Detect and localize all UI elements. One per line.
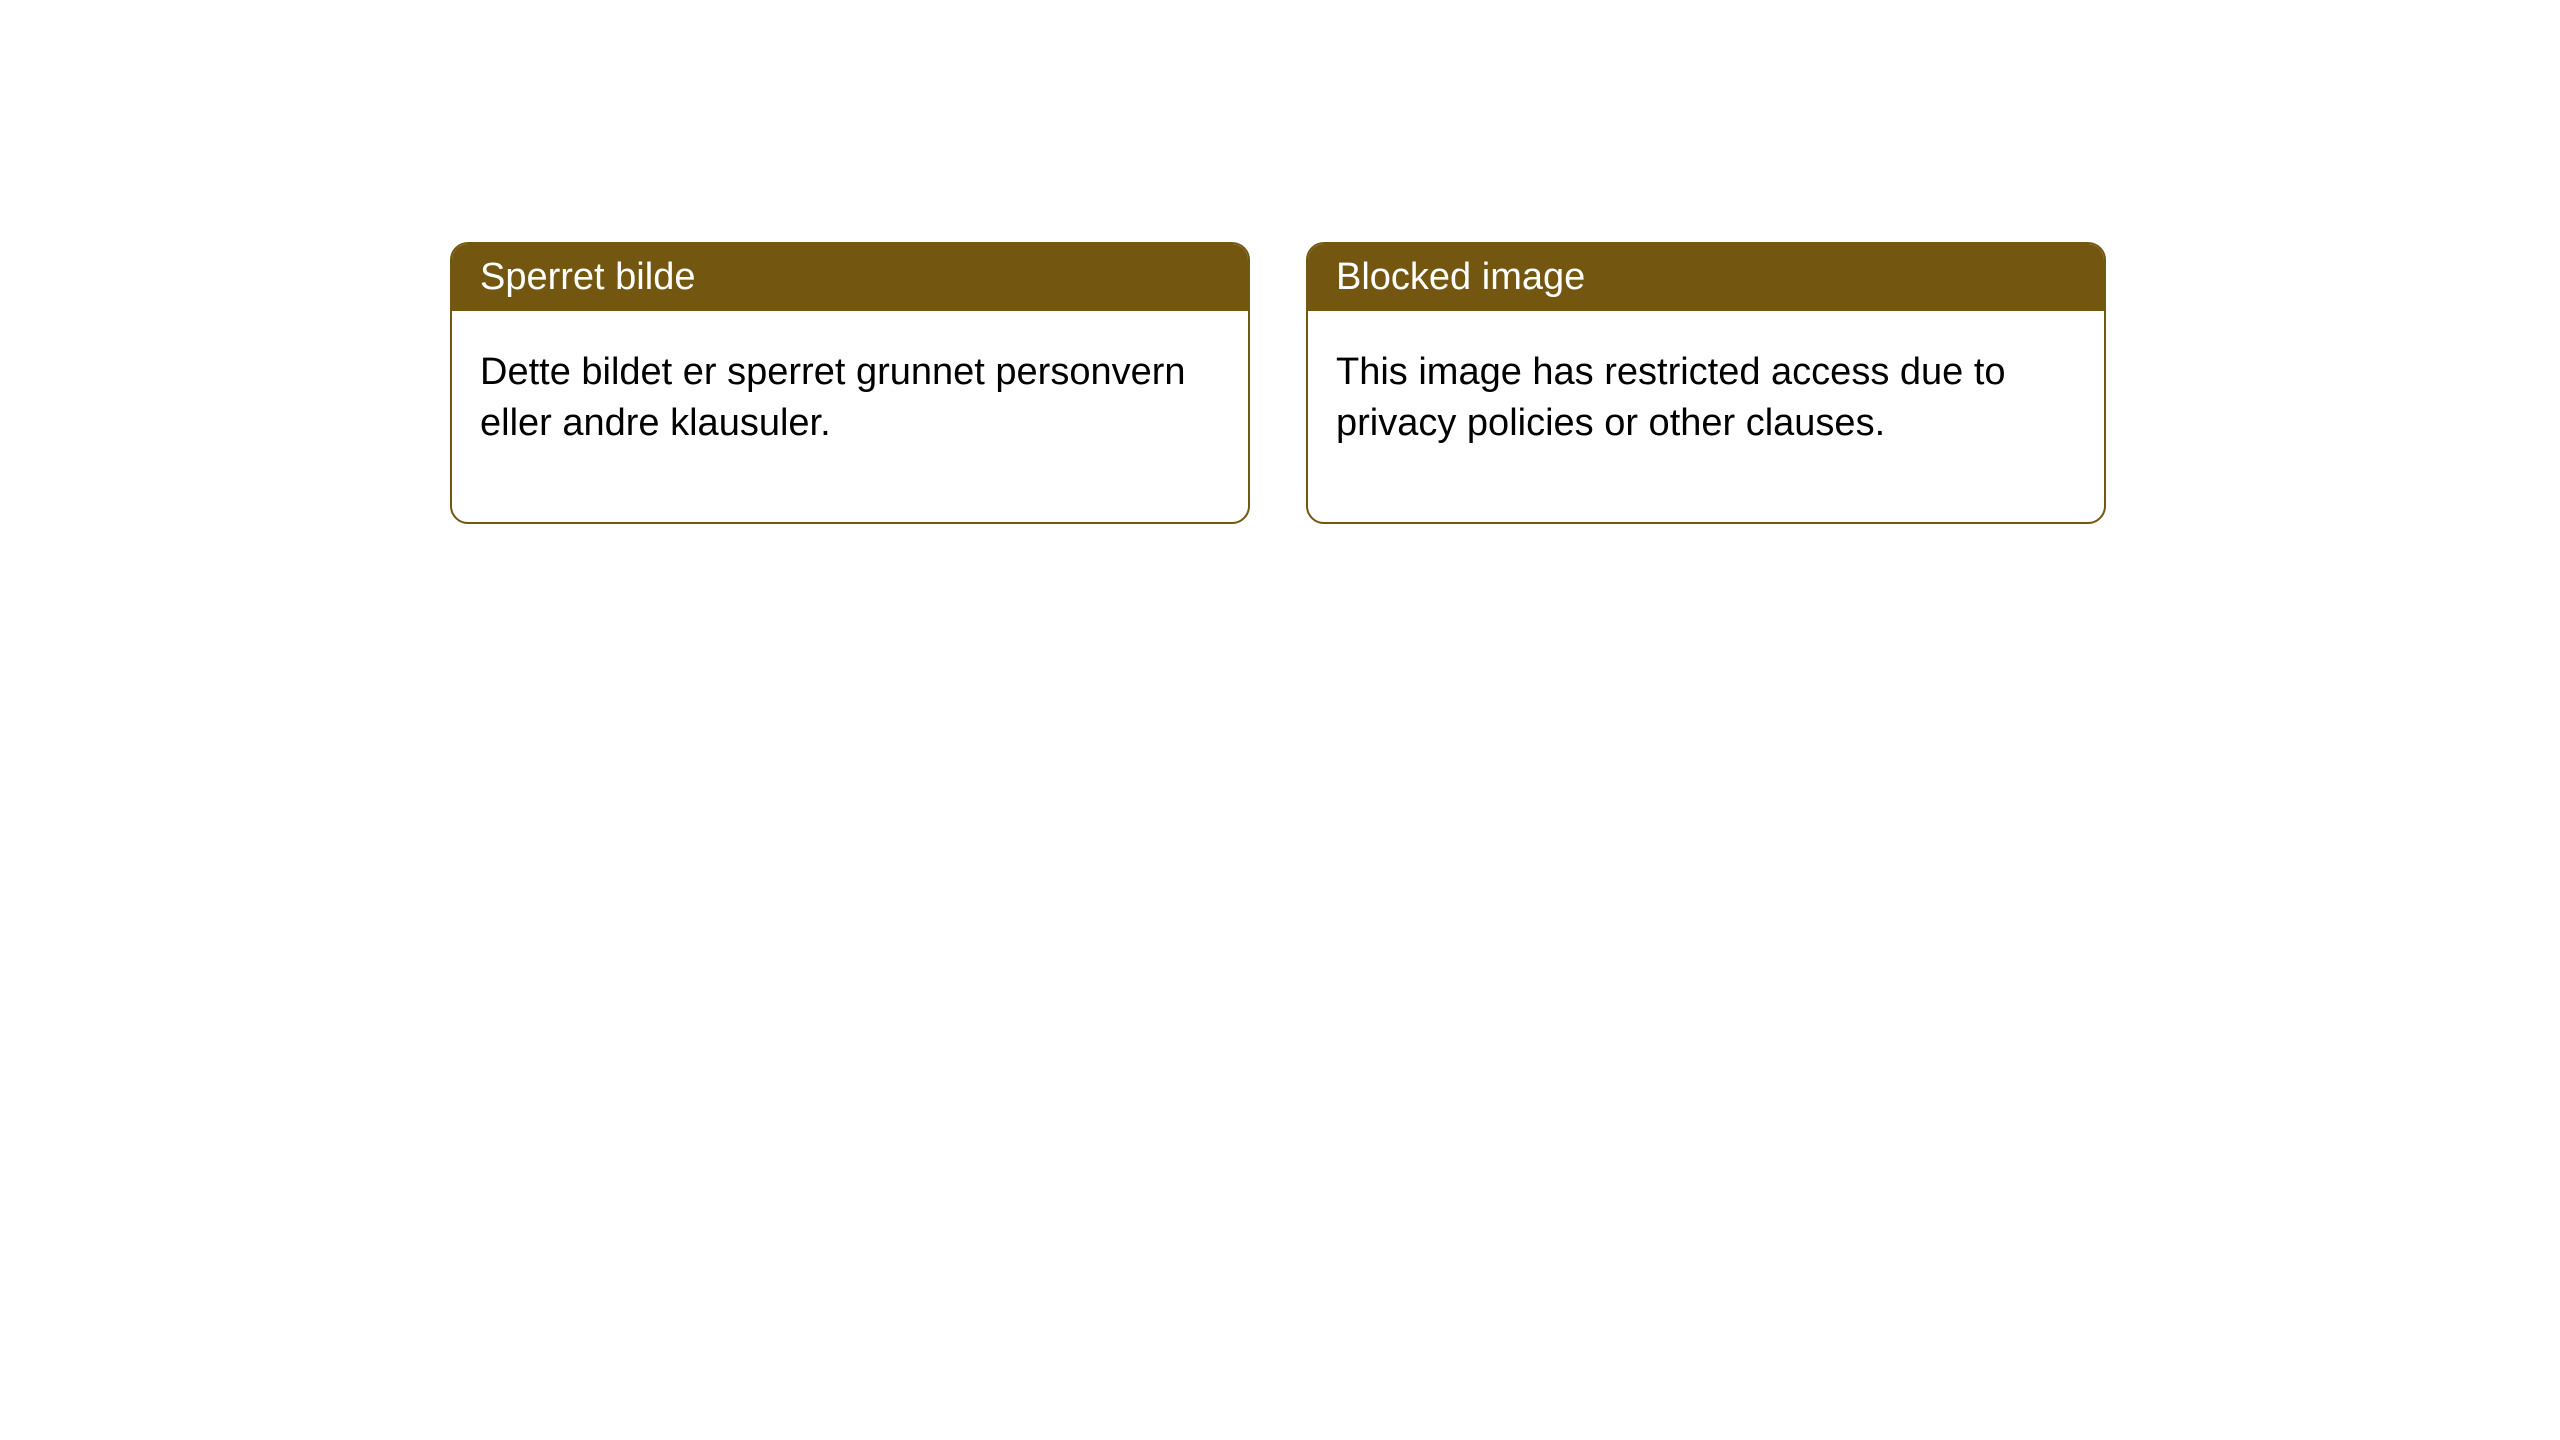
notice-card-english: Blocked image This image has restricted … <box>1306 242 2106 524</box>
card-body: Dette bildet er sperret grunnet personve… <box>452 311 1248 522</box>
notice-card-norwegian: Sperret bilde Dette bildet er sperret gr… <box>450 242 1250 524</box>
card-title: Blocked image <box>1336 256 1585 298</box>
card-header: Blocked image <box>1308 244 2104 311</box>
card-body: This image has restricted access due to … <box>1308 311 2104 522</box>
card-title: Sperret bilde <box>480 256 695 298</box>
card-body-text: This image has restricted access due to … <box>1336 351 2006 444</box>
notice-container: Sperret bilde Dette bildet er sperret gr… <box>0 0 2560 524</box>
card-header: Sperret bilde <box>452 244 1248 311</box>
card-body-text: Dette bildet er sperret grunnet personve… <box>480 351 1186 444</box>
